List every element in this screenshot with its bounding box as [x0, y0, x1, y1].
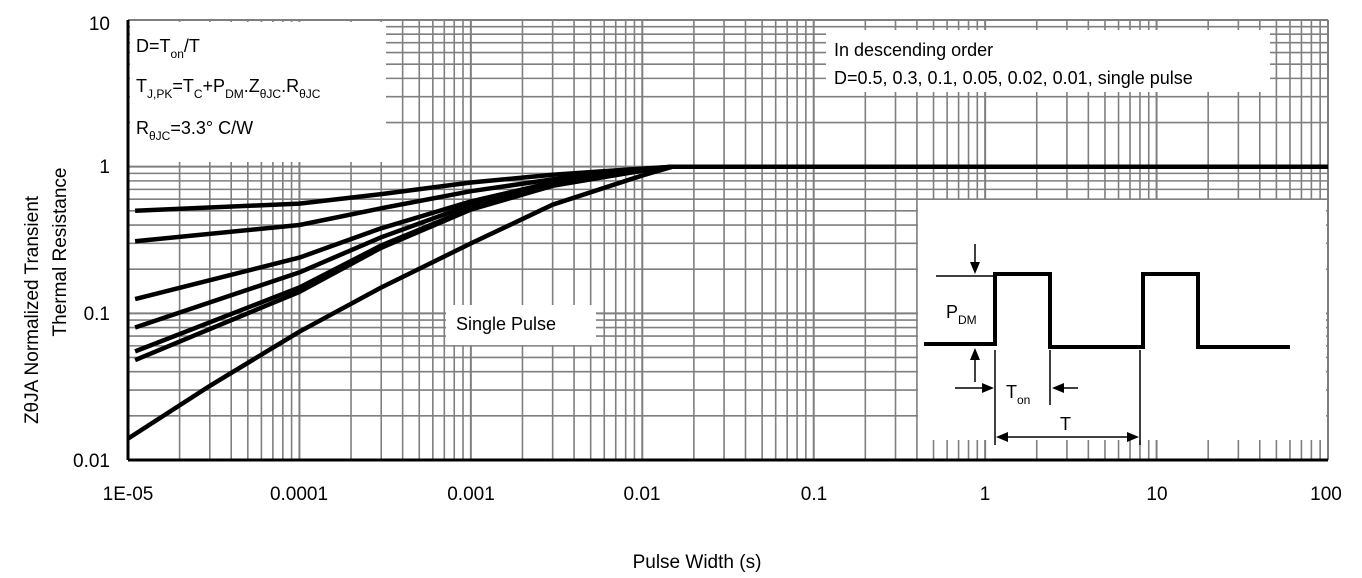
- y-tick-label: 0.01: [73, 451, 110, 472]
- x-tick-labels: 1E-05 0.0001 0.001 0.01 0.1 1 10 100: [103, 484, 1342, 505]
- pulse-waveform-diagram: PDM Ton T: [924, 244, 1290, 445]
- period-arrow-left-head: [996, 432, 1008, 442]
- x-tick-label: 0.1: [801, 484, 827, 505]
- x-tick-label: 0.001: [447, 484, 495, 505]
- thermal-resistance-value: RθJC=3.3° C/W: [136, 118, 253, 143]
- series-line-single-pulse: [126, 164, 1328, 441]
- x-tick-label: 100: [1310, 484, 1342, 505]
- descending-order-note: In descending order: [834, 40, 993, 60]
- duty-cycle-formula: D=Ton/T: [136, 36, 200, 61]
- x-tick-label: 1: [980, 484, 991, 505]
- pdm-arrow-bottom-head: [970, 348, 980, 360]
- x-axis-title: Pulse Width (s): [633, 552, 762, 573]
- y-tick-label: 1: [99, 157, 110, 178]
- period-arrow-right-head: [1127, 432, 1139, 442]
- x-tick-label: 0.01: [624, 484, 661, 505]
- single-pulse-label: Single Pulse: [456, 314, 556, 334]
- ton-label: Ton: [1006, 382, 1030, 407]
- pdm-arrow-top-head: [970, 262, 980, 274]
- pdm-label: PDM: [946, 302, 977, 327]
- order-box: [826, 30, 1270, 92]
- x-tick-label: 1E-05: [103, 484, 154, 505]
- y-axis-title-line2: Thermal Resistance: [50, 168, 71, 337]
- ton-arrow-right-head: [1052, 383, 1064, 393]
- x-tick-label: 10: [1146, 484, 1167, 505]
- y-tick-label: 10: [89, 14, 110, 35]
- formula-box: [130, 22, 386, 162]
- ton-arrow-left-head: [982, 383, 994, 393]
- y-tick-label: 0.1: [84, 304, 110, 325]
- x-tick-label: 0.0001: [270, 484, 328, 505]
- y-tick-labels: 0.01 0.1 1 10: [73, 14, 110, 472]
- inset-box: [918, 200, 1326, 440]
- y-axis-title-line1: ZθJA Normalized Transient: [22, 195, 43, 424]
- duty-cycle-list: D=0.5, 0.3, 0.1, 0.05, 0.02, 0.01, singl…: [834, 68, 1193, 88]
- period-label: T: [1060, 414, 1071, 434]
- series-layer: [126, 164, 1328, 441]
- pulse-waveform: [924, 272, 1290, 349]
- single-pulse-box: [446, 305, 596, 345]
- junction-temperature-formula: TJ,PK=TC+PDM.ZθJC.RθJC: [136, 76, 321, 101]
